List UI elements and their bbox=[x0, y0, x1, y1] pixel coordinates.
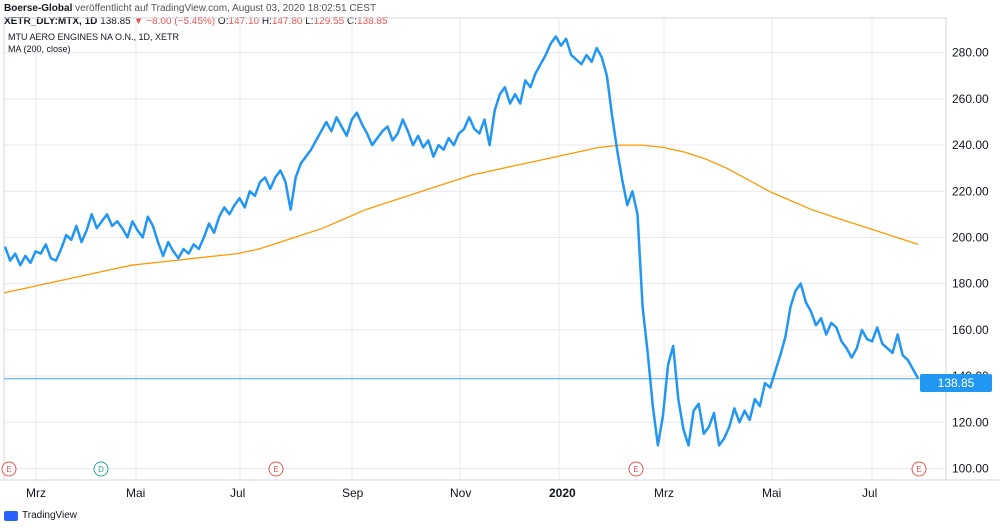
event-marker-label: E bbox=[6, 465, 11, 474]
price-change: −8.00 (−5.45%) bbox=[146, 16, 216, 27]
brand-label: TradingView bbox=[22, 510, 78, 521]
open-value: 147.10 bbox=[228, 16, 260, 27]
x-tick-label: Mrz bbox=[654, 486, 674, 500]
y-tick-label: 160.00 bbox=[952, 323, 989, 337]
x-tick-label: Jul bbox=[230, 486, 245, 500]
price-line bbox=[3, 35, 920, 447]
ma-line bbox=[3, 144, 919, 294]
y-tick-label: 100.00 bbox=[952, 461, 989, 475]
x-tick-label: Mai bbox=[126, 486, 145, 500]
y-tick-label: 180.00 bbox=[952, 277, 989, 291]
event-marker-icon bbox=[911, 461, 927, 477]
y-tick-label: 280.00 bbox=[952, 46, 989, 60]
symbol-label: XETR_DLY:MTX, 1D bbox=[4, 16, 98, 27]
x-tick-label: Sep bbox=[342, 486, 364, 500]
last-price: 138.85 bbox=[100, 16, 131, 27]
y-tick-label: 200.00 bbox=[952, 230, 989, 244]
x-tick-label: Mai bbox=[762, 486, 781, 500]
instrument-legend: MTU AERO ENGINES NA O.N., 1D, XETR bbox=[8, 32, 180, 42]
publish-info: Boerse-Global veröffentlicht auf Trading… bbox=[4, 3, 377, 14]
event-marker-label: E bbox=[633, 465, 638, 474]
x-tick-label: Jul bbox=[862, 486, 877, 500]
event-marker-icon bbox=[268, 461, 284, 477]
x-tick-label: Nov bbox=[450, 486, 471, 500]
chart-header: Boerse-Global veröffentlicht auf Trading… bbox=[4, 2, 388, 28]
event-marker-label: D bbox=[98, 465, 104, 474]
y-tick-label: 240.00 bbox=[952, 138, 989, 152]
indicator-legend: MA (200, close) bbox=[8, 44, 71, 54]
plot-frame bbox=[3, 17, 947, 481]
x-tick-label: Mrz bbox=[26, 486, 46, 500]
event-marker-icon bbox=[93, 461, 109, 477]
y-tick-label: 120.00 bbox=[952, 415, 989, 429]
event-marker-icon bbox=[1, 461, 17, 477]
event-marker-icon bbox=[628, 461, 644, 477]
close-value: 138.85 bbox=[356, 16, 388, 27]
last-price-tag: 138.85 bbox=[920, 374, 992, 392]
change-arrow-icon: ▼ bbox=[133, 16, 144, 27]
event-marker-label: E bbox=[916, 465, 921, 474]
y-tick-label: 220.00 bbox=[952, 184, 989, 198]
footer: TradingView bbox=[4, 510, 77, 521]
high-value: 147.80 bbox=[271, 16, 303, 27]
x-tick-label: 2020 bbox=[549, 486, 576, 500]
event-marker-label: E bbox=[273, 465, 278, 474]
y-tick-label: 260.00 bbox=[952, 92, 989, 106]
tradingview-logo-icon bbox=[4, 510, 18, 521]
low-value: 129.55 bbox=[313, 16, 345, 27]
